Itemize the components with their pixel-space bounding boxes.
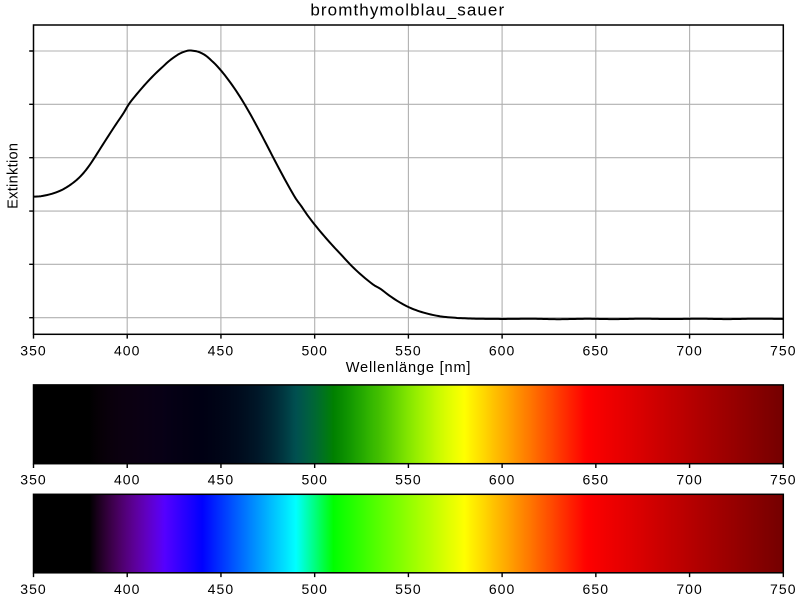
svg-text:450: 450 (208, 581, 235, 597)
svg-text:500: 500 (301, 342, 328, 358)
svg-text:400: 400 (114, 342, 141, 358)
svg-text:bromthymolblau_sauer: bromthymolblau_sauer (310, 1, 505, 20)
svg-text:600: 600 (489, 581, 516, 597)
svg-text:550: 550 (395, 471, 422, 487)
svg-text:650: 650 (583, 581, 610, 597)
svg-text:450: 450 (208, 342, 235, 358)
svg-text:Wellenlänge [nm]: Wellenlänge [nm] (346, 360, 472, 376)
svg-text:400: 400 (114, 581, 141, 597)
svg-text:650: 650 (583, 471, 610, 487)
svg-text:350: 350 (20, 471, 47, 487)
svg-text:700: 700 (676, 342, 703, 358)
svg-text:700: 700 (676, 471, 703, 487)
svg-text:550: 550 (395, 581, 422, 597)
svg-text:500: 500 (301, 471, 328, 487)
svg-text:600: 600 (489, 342, 516, 358)
svg-text:600: 600 (489, 471, 516, 487)
svg-text:750: 750 (770, 342, 797, 358)
svg-text:350: 350 (20, 342, 47, 358)
svg-text:650: 650 (583, 342, 610, 358)
svg-text:500: 500 (301, 581, 328, 597)
svg-text:Extinktion: Extinktion (6, 143, 22, 209)
svg-text:750: 750 (770, 471, 797, 487)
svg-text:750: 750 (770, 581, 797, 597)
svg-text:550: 550 (395, 342, 422, 358)
svg-text:400: 400 (114, 471, 141, 487)
svg-text:350: 350 (20, 581, 47, 597)
svg-text:700: 700 (676, 581, 703, 597)
svg-text:450: 450 (208, 471, 235, 487)
